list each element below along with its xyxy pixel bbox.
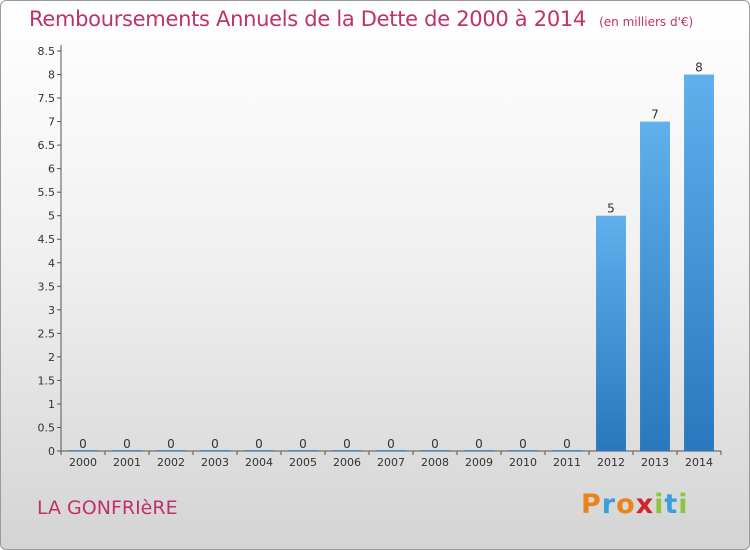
- data-label: 0: [255, 437, 263, 451]
- x-tick-label: 2005: [289, 456, 317, 469]
- y-tick-label: 8: [48, 69, 55, 82]
- x-tick-label: 2002: [157, 456, 185, 469]
- x-tick-label: 2010: [509, 456, 537, 469]
- y-tick-label: 6: [48, 163, 55, 176]
- logo-letter: P: [581, 489, 602, 520]
- y-tick-label: 1.5: [38, 374, 56, 387]
- y-tick-label: 3.5: [38, 280, 56, 293]
- y-tick-label: 1: [48, 398, 55, 411]
- data-label: 0: [431, 437, 439, 451]
- data-labels: 0 0 0 0 0 0 0 0 0 0 0 0 5 7 8: [79, 61, 703, 451]
- y-tick-label: 4.5: [38, 233, 56, 246]
- data-label: 0: [123, 437, 131, 451]
- title-row: Remboursements Annuels de la Dette de 20…: [29, 7, 693, 31]
- x-tick-label: 2000: [69, 456, 97, 469]
- bar: [376, 450, 406, 451]
- data-label: 8: [695, 61, 703, 75]
- commune-name: LA GONFRIèRE: [37, 497, 178, 519]
- y-tick-label: 2.5: [38, 327, 56, 340]
- bar: [464, 450, 494, 451]
- data-label: 0: [167, 437, 175, 451]
- y-tick-label: 4: [48, 257, 55, 270]
- proxiti-logo[interactable]: Proxiti: [581, 489, 689, 520]
- data-label: 0: [343, 437, 351, 451]
- y-tick-label: 7.5: [38, 92, 56, 105]
- logo-letter: o: [616, 489, 636, 520]
- x-tick-label: 2007: [377, 456, 405, 469]
- x-tick-label: 2014: [685, 456, 713, 469]
- y-tick-label: 0.5: [38, 421, 56, 434]
- data-label: 0: [475, 437, 483, 451]
- bar: [596, 215, 626, 451]
- y-tick-label: 7: [48, 116, 55, 129]
- data-label: 7: [651, 108, 659, 122]
- logo-letter: t: [664, 489, 679, 520]
- y-tick-label: 3: [48, 304, 55, 317]
- y-tick-label: 5.5: [38, 186, 56, 199]
- x-tick-label: 2001: [113, 456, 141, 469]
- x-tick-label: 2006: [333, 456, 361, 469]
- x-tick-label: 2009: [465, 456, 493, 469]
- data-label: 0: [563, 437, 571, 451]
- bar: [156, 450, 186, 451]
- logo-letter: x: [635, 489, 655, 520]
- logo-letter: r: [601, 489, 617, 520]
- bar: [112, 450, 142, 451]
- y-tick-label: 2: [48, 351, 55, 364]
- bars: [68, 74, 714, 452]
- bar: [640, 121, 670, 452]
- data-label: 0: [387, 437, 395, 451]
- bar: [552, 450, 582, 451]
- bar: [332, 450, 362, 451]
- x-tick-label: 2013: [641, 456, 669, 469]
- y-tick-label: 6.5: [38, 139, 56, 152]
- axes: 0 0.5 1 1.5 2 2.5 3 3.5 4 4.5 5 5.5 6 6.5 7 7.5 8 8.5 2000…: [38, 45, 722, 469]
- logo-letter: i: [654, 489, 665, 520]
- bar: [420, 450, 450, 451]
- bar: [244, 450, 274, 451]
- bar: [684, 74, 714, 451]
- data-label: 0: [299, 437, 307, 451]
- data-label: 5: [607, 202, 615, 216]
- x-tick-label: 2012: [597, 456, 625, 469]
- x-tick-label: 2004: [245, 456, 273, 469]
- y-tick-label: 0: [48, 445, 55, 458]
- bar: [68, 450, 98, 451]
- y-tick-label: 8.5: [38, 45, 56, 58]
- data-label: 0: [79, 437, 87, 451]
- x-tick-label: 2008: [421, 456, 449, 469]
- x-tick-label: 2003: [201, 456, 229, 469]
- data-label: 0: [519, 437, 527, 451]
- bar: [200, 450, 230, 451]
- chart-title: Remboursements Annuels de la Dette de 20…: [29, 7, 586, 31]
- y-tick-label: 5: [48, 210, 55, 223]
- chart-unit: (en milliers d'€): [599, 15, 694, 29]
- bar: [288, 450, 318, 451]
- logo-letter: i: [678, 489, 689, 520]
- x-tick-label: 2011: [553, 456, 581, 469]
- data-label: 0: [211, 437, 219, 451]
- bar: [508, 450, 538, 451]
